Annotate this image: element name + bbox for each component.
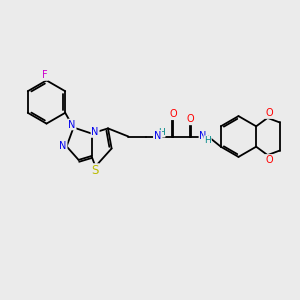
- Text: H: H: [204, 136, 211, 145]
- Text: O: O: [169, 109, 177, 119]
- Text: N: N: [59, 141, 67, 152]
- Text: N: N: [92, 127, 99, 137]
- Text: N: N: [68, 119, 76, 130]
- Text: H: H: [158, 128, 165, 137]
- Text: F: F: [42, 70, 48, 80]
- Text: N: N: [154, 131, 161, 141]
- Text: N: N: [200, 131, 207, 141]
- Text: O: O: [265, 155, 273, 165]
- Text: O: O: [265, 108, 273, 118]
- Text: S: S: [91, 164, 98, 177]
- Text: O: O: [187, 114, 194, 124]
